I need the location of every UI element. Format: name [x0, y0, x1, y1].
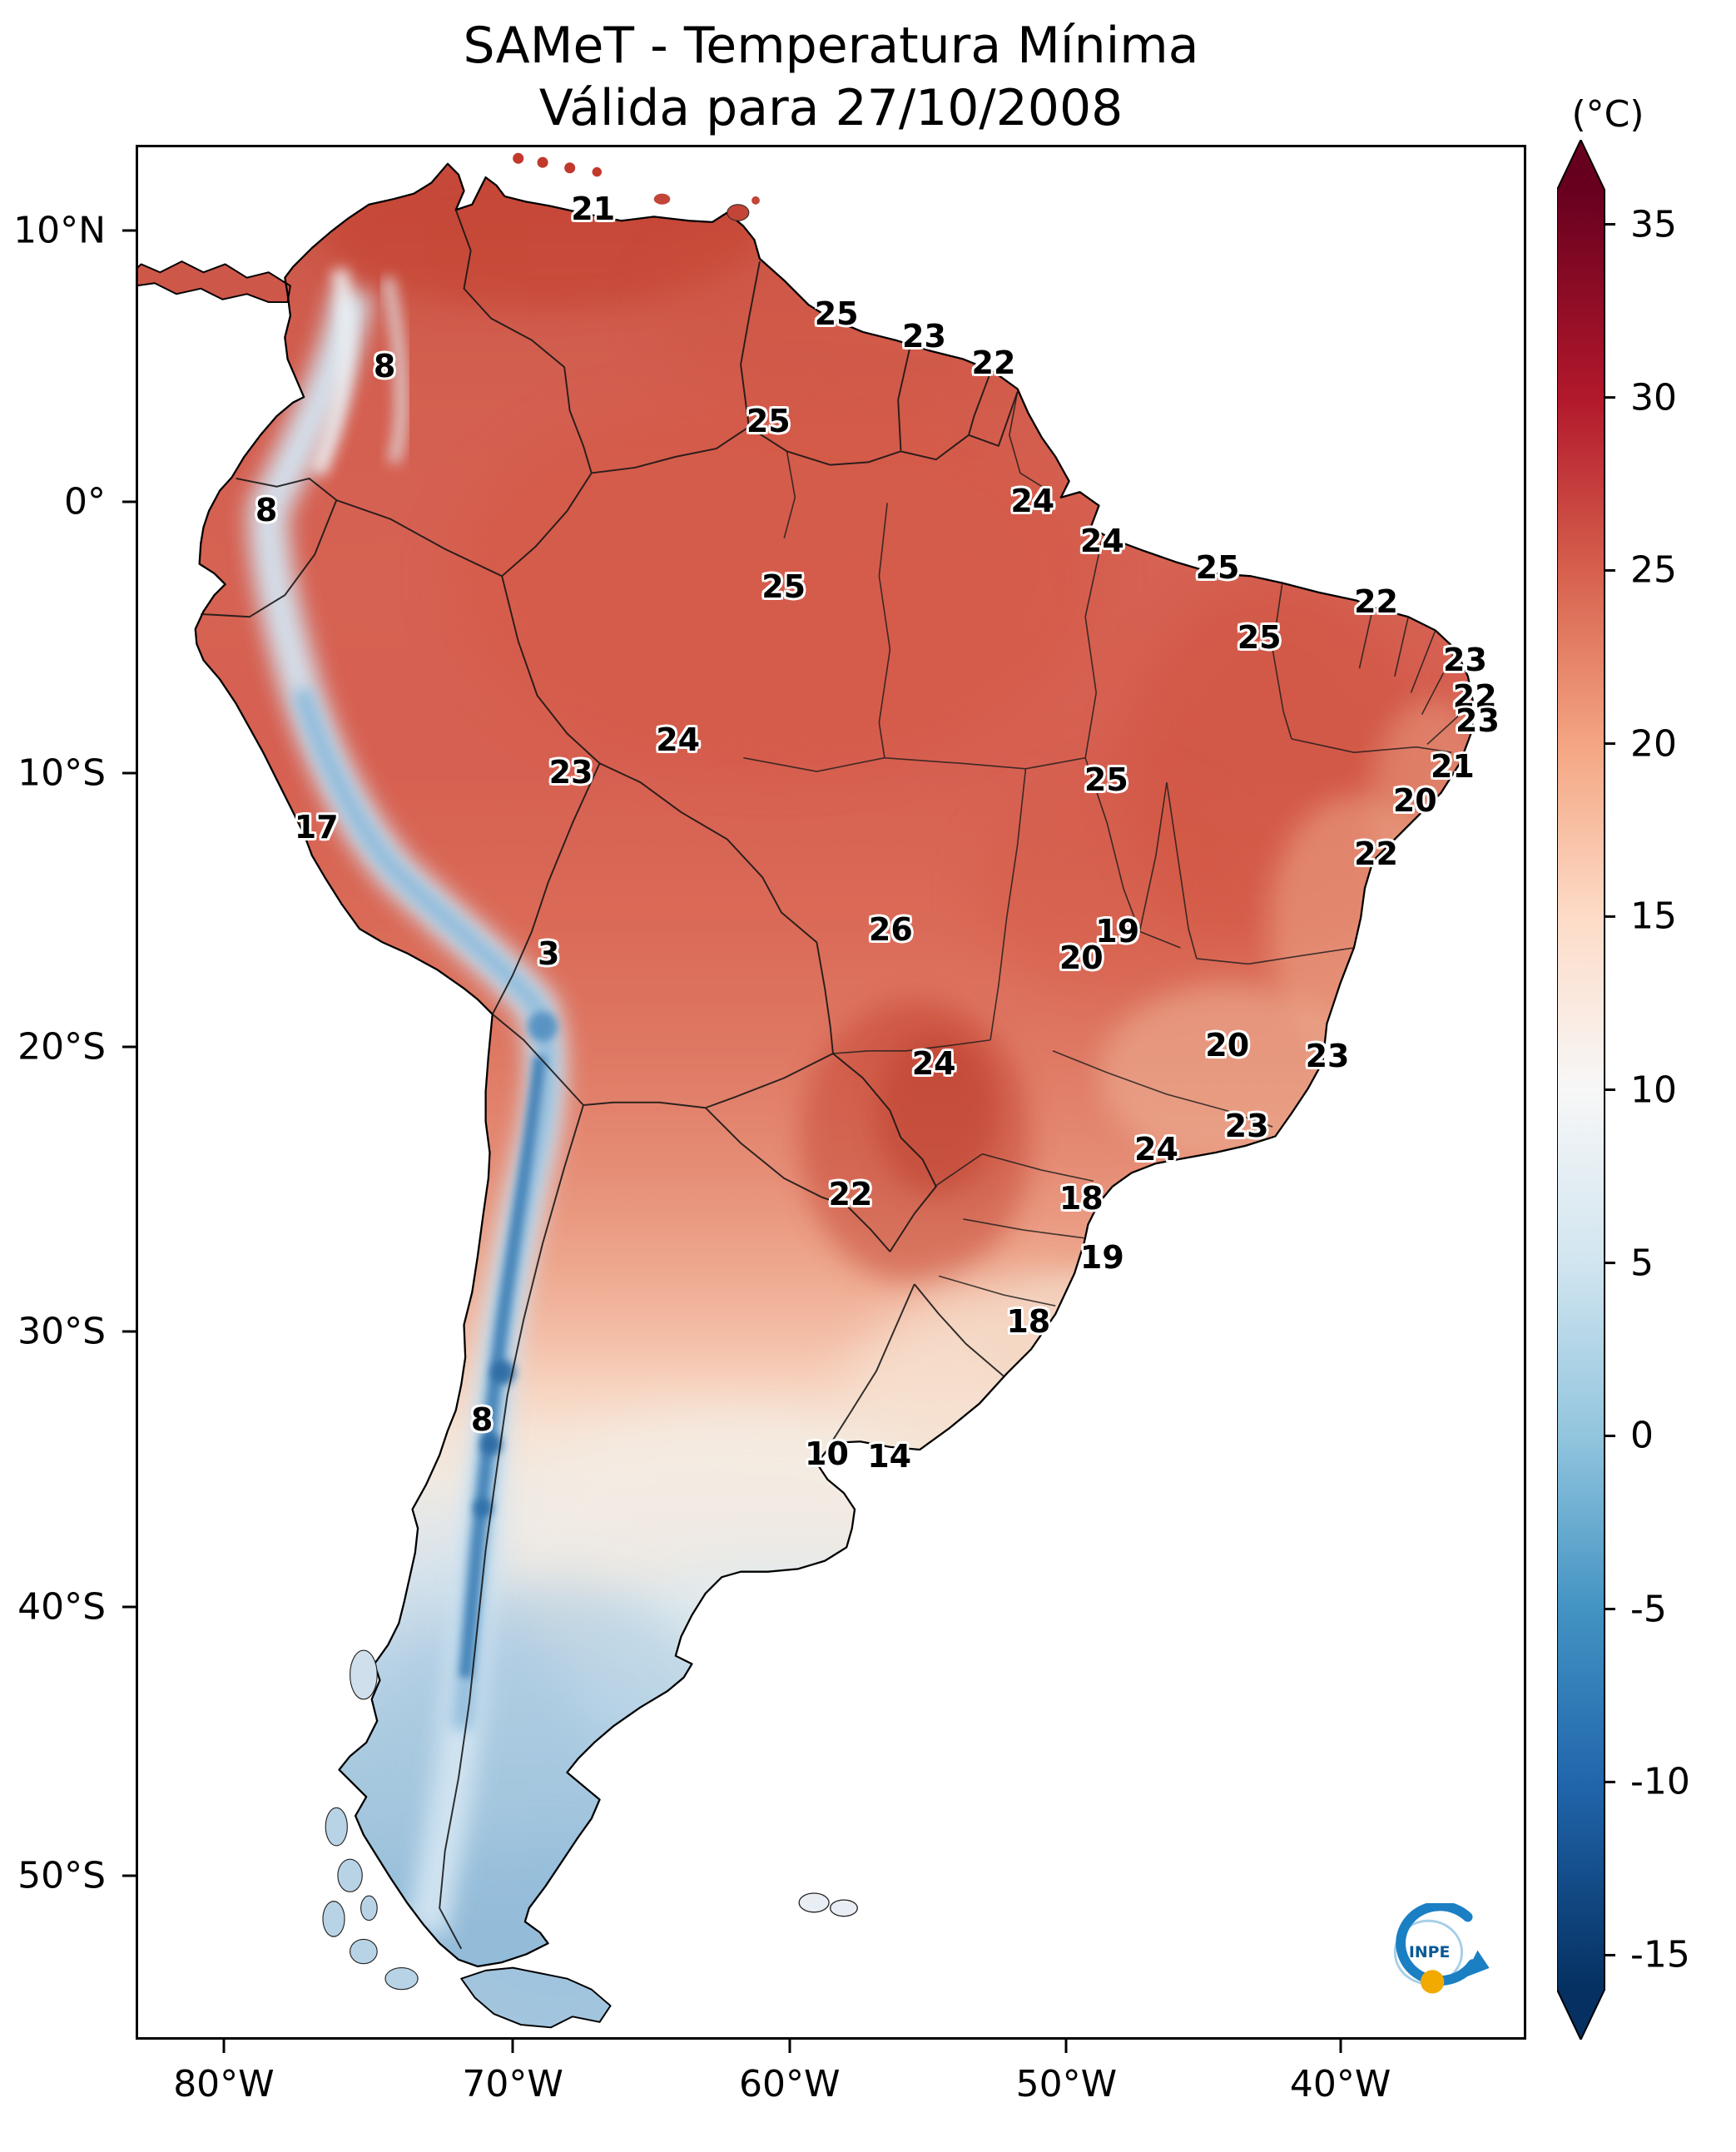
y-axis-tick-mark — [122, 1874, 136, 1877]
temp-label: 21 — [1430, 747, 1475, 785]
y-axis-tick-label: 10°N — [13, 209, 106, 252]
colorbar: 35 30 25 20 15 10 5 0 -5 -10 -15 — [1556, 137, 1736, 2042]
temp-label: 24 — [1010, 483, 1055, 520]
temp-label: 23 — [1305, 1038, 1350, 1075]
colorbar-tick-label: 15 — [1630, 895, 1677, 938]
temp-label: 20 — [1059, 939, 1104, 976]
colorbar-tick-label: 20 — [1630, 722, 1677, 766]
temp-label: 25 — [761, 568, 806, 605]
inpe-logo-orange-sphere — [1420, 1970, 1445, 1995]
temp-label: 23 — [1443, 642, 1487, 679]
x-axis-tick-label: 40°W — [1289, 2063, 1391, 2105]
islands — [322, 152, 858, 1991]
temp-label: 25 — [1195, 548, 1240, 586]
temp-label: 23 — [548, 753, 593, 791]
temp-label: 20 — [1392, 781, 1437, 819]
temp-label: 18 — [1059, 1180, 1104, 1217]
y-axis-tick-label: 50°S — [17, 1854, 106, 1897]
temp-label: 22 — [1354, 583, 1398, 620]
colorbar-tick-label: -5 — [1630, 1588, 1667, 1631]
colorbar-tick-label: -15 — [1630, 1933, 1690, 1976]
y-axis-tick-label: 30°S — [17, 1310, 106, 1353]
temp-label: 8 — [255, 492, 278, 529]
x-axis-tick-label: 50°W — [1015, 2063, 1118, 2105]
colorbar-tick-label: 10 — [1630, 1069, 1677, 1111]
y-axis-tick-mark — [122, 500, 136, 503]
colorbar-unit-label: (°C) — [1571, 93, 1644, 136]
inpe-logo-swirl-arrow — [1396, 1903, 1478, 1986]
temp-label: 21 — [571, 191, 616, 228]
y-axis-tick-label: 20°S — [17, 1025, 106, 1069]
colorbar-tick-label: -10 — [1630, 1760, 1690, 1803]
title-line2: Válida para 27/10/2008 — [538, 79, 1123, 137]
x-axis-tick-label: 80°W — [173, 2063, 275, 2105]
inpe-logo-arrowhead — [1463, 1951, 1490, 1979]
temp-label: 24 — [1134, 1130, 1178, 1168]
colorbar-body — [1556, 137, 1605, 2042]
temp-label: 24 — [911, 1045, 956, 1083]
state-borders — [743, 391, 1473, 1307]
colorbar-tick-label: 25 — [1630, 548, 1677, 592]
temp-label: 17 — [294, 808, 339, 845]
temp-label: 23 — [1456, 702, 1500, 740]
page-title: SAMeT - Temperatura Mínima Válida para 2… — [136, 15, 1526, 140]
y-axis-tick-mark — [122, 1045, 136, 1049]
y-axis-tick-label: 0° — [64, 480, 106, 523]
temp-label: 25 — [814, 295, 859, 332]
south-america-map — [136, 152, 1475, 2029]
title-line1: SAMeT - Temperatura Mínima — [463, 17, 1199, 75]
temp-label: 23 — [902, 317, 946, 355]
temp-label: 25 — [746, 403, 791, 440]
x-axis-tick-label: 60°W — [738, 2063, 841, 2105]
temp-label: 22 — [1452, 677, 1497, 715]
temp-label: 8 — [470, 1401, 494, 1439]
temp-label: 14 — [867, 1437, 912, 1475]
x-axis-tick-mark — [1064, 2040, 1068, 2053]
inpe-logo-text: INPE — [1409, 1943, 1451, 1961]
x-axis-tick-label: 70°W — [462, 2063, 563, 2105]
colorbar-tick-label: 0 — [1630, 1414, 1654, 1457]
temp-label: 23 — [1224, 1108, 1269, 1145]
temp-label: 8 — [373, 348, 396, 385]
temp-label: 24 — [656, 721, 701, 758]
y-axis-tick-mark — [122, 229, 136, 232]
temperature-labels-layer: 21 25 23 22 8 25 8 24 24 25 25 22 25 23 22 23 24 23 25 21 20… — [136, 145, 1526, 2040]
colorbar-tick-label: 30 — [1630, 376, 1677, 419]
temp-label: 24 — [1079, 522, 1124, 559]
x-axis-tick-mark — [222, 2040, 226, 2053]
colorbar-tick-label: 35 — [1630, 203, 1677, 246]
temp-label: 22 — [828, 1176, 873, 1213]
colorbar-tick-label: 5 — [1630, 1242, 1654, 1285]
map-area: 21 25 23 22 8 25 8 24 24 25 25 22 25 23 22 23 24 23 25 21 20… — [13, 145, 1526, 2105]
y-axis-tick-label: 10°S — [17, 751, 106, 795]
temp-label: 22 — [1354, 835, 1398, 872]
temp-label: 25 — [1237, 619, 1282, 657]
y-axis-tick-mark — [122, 1605, 136, 1609]
x-axis-tick-mark — [1339, 2040, 1342, 2053]
temp-label: 26 — [868, 910, 913, 948]
colorbar-gradient-bar — [1556, 137, 1615, 2042]
x-axis-tick-mark — [511, 2040, 514, 2053]
temp-label: 10 — [805, 1435, 849, 1473]
temp-label: 3 — [538, 935, 560, 973]
temp-label: 19 — [1079, 1238, 1124, 1276]
inpe-logo: INPE — [1393, 1903, 1490, 1995]
y-axis-tick-mark — [122, 771, 136, 775]
y-axis-tick-label: 40°S — [17, 1585, 106, 1629]
country-borders — [201, 209, 1019, 1950]
temp-label: 19 — [1095, 912, 1140, 950]
temp-label: 20 — [1205, 1026, 1250, 1064]
temp-label: 22 — [971, 344, 1016, 381]
temp-label: 25 — [1084, 761, 1128, 798]
y-axis-tick-mark — [122, 1330, 136, 1333]
temp-label: 18 — [1006, 1303, 1051, 1341]
x-axis-tick-mark — [788, 2040, 791, 2053]
